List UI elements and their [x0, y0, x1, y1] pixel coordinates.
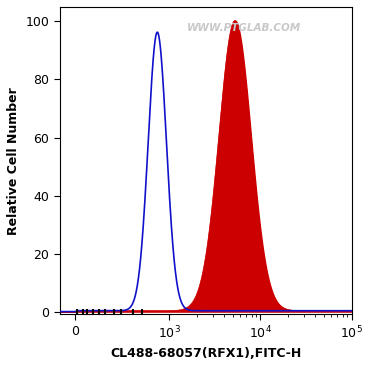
Text: WWW.PTGLAB.COM: WWW.PTGLAB.COM — [186, 23, 301, 33]
X-axis label: CL488-68057(RFX1),FITC-H: CL488-68057(RFX1),FITC-H — [110, 347, 301, 360]
Y-axis label: Relative Cell Number: Relative Cell Number — [7, 87, 20, 235]
